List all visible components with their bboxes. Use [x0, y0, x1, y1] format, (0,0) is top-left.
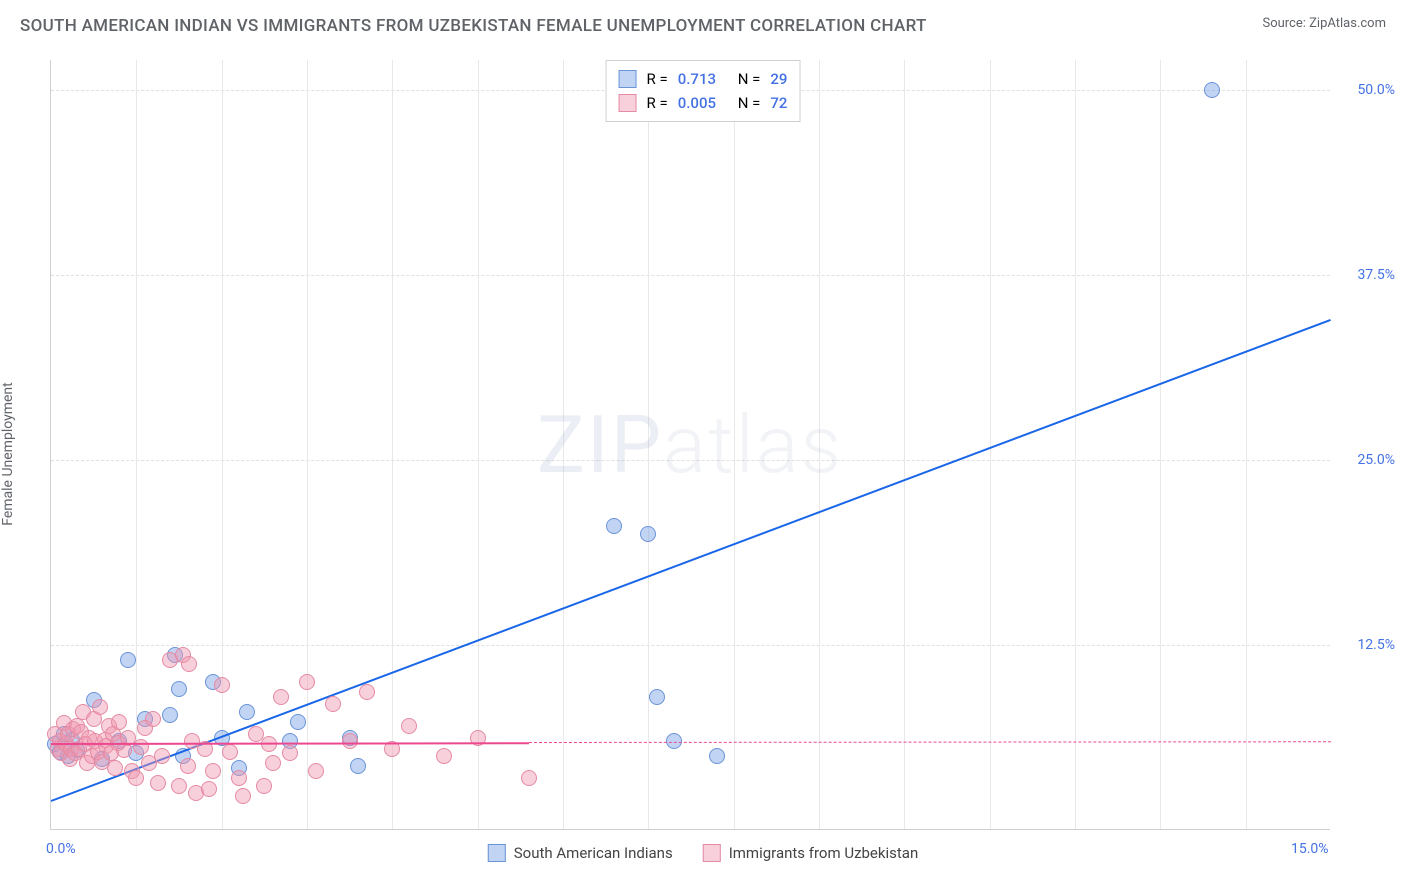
- scatter-point: [150, 775, 166, 791]
- gridline-v: [819, 60, 820, 829]
- legend-series-label: South American Indians: [514, 844, 673, 862]
- legend-stat-row: R = 0.005 N = 72: [619, 91, 788, 115]
- x-tick-label: 15.0%: [1291, 841, 1329, 857]
- source-link[interactable]: ZipAtlas.com: [1309, 16, 1386, 31]
- scatter-point: [359, 684, 375, 700]
- gridline-v: [734, 60, 735, 829]
- scatter-point: [171, 778, 187, 794]
- gridline-v: [563, 60, 564, 829]
- n-label: N =: [738, 67, 761, 91]
- legend-series-item: Immigrants from Uzbekistan: [703, 844, 919, 862]
- n-value: 29: [770, 67, 787, 91]
- x-tick-label: 0.0%: [46, 841, 76, 857]
- scatter-point: [120, 652, 136, 668]
- gridline-v: [307, 60, 308, 829]
- scatter-point: [128, 770, 144, 786]
- scatter-point: [436, 748, 452, 764]
- gridline-h: [51, 460, 1330, 461]
- scatter-point: [521, 770, 537, 786]
- scatter-point: [649, 689, 665, 705]
- scatter-point: [235, 788, 251, 804]
- gridline-h: [51, 645, 1330, 646]
- scatter-point: [107, 760, 123, 776]
- scatter-point: [154, 748, 170, 764]
- scatter-point: [201, 781, 217, 797]
- scatter-point: [308, 763, 324, 779]
- gridline-h: [51, 275, 1330, 276]
- n-value: 72: [770, 91, 787, 115]
- scatter-point: [231, 770, 247, 786]
- gridline-v: [392, 60, 393, 829]
- r-value: 0.005: [678, 91, 728, 115]
- correlation-legend: R = 0.713 N = 29 R = 0.005 N = 72: [606, 60, 801, 122]
- gridline-v: [648, 60, 649, 829]
- gridline-v: [904, 60, 905, 829]
- scatter-point: [401, 718, 417, 734]
- gridline-v: [222, 60, 223, 829]
- gridline-v: [478, 60, 479, 829]
- scatter-point: [325, 696, 341, 712]
- trend-line-extension: [529, 741, 1331, 743]
- scatter-point: [265, 755, 281, 771]
- y-tick-label: 37.5%: [1340, 267, 1395, 283]
- scatter-point: [299, 674, 315, 690]
- scatter-point: [92, 699, 108, 715]
- gridline-v: [1160, 60, 1161, 829]
- plot-area: 12.5%25.0%37.5%50.0%0.0%15.0%: [50, 60, 1330, 830]
- scatter-point: [222, 744, 238, 760]
- scatter-point: [282, 745, 298, 761]
- r-label: R =: [647, 91, 668, 115]
- scatter-point: [205, 763, 221, 779]
- scatter-point: [181, 656, 197, 672]
- gridline-v: [1246, 60, 1247, 829]
- legend-swatch: [619, 70, 637, 88]
- trend-line: [51, 742, 529, 745]
- scatter-point: [1204, 82, 1220, 98]
- scatter-point: [180, 758, 196, 774]
- scatter-point: [145, 711, 161, 727]
- gridline-v: [990, 60, 991, 829]
- scatter-point: [709, 748, 725, 764]
- scatter-point: [350, 758, 366, 774]
- scatter-point: [273, 689, 289, 705]
- scatter-point: [239, 704, 255, 720]
- y-tick-label: 25.0%: [1340, 452, 1395, 468]
- scatter-point: [214, 677, 230, 693]
- y-axis-label: Female Unemployment: [0, 382, 16, 526]
- source-attribution: Source: ZipAtlas.com: [1262, 16, 1386, 31]
- source-label: Source:: [1262, 16, 1309, 31]
- n-label: N =: [738, 91, 761, 115]
- scatter-point: [171, 681, 187, 697]
- r-value: 0.713: [678, 67, 728, 91]
- y-tick-label: 50.0%: [1340, 82, 1395, 98]
- scatter-point: [111, 714, 127, 730]
- legend-swatch: [488, 844, 506, 862]
- scatter-point: [342, 733, 358, 749]
- scatter-point: [162, 707, 178, 723]
- legend-series-label: Immigrants from Uzbekistan: [729, 844, 919, 862]
- r-label: R =: [647, 67, 668, 91]
- series-legend: South American Indians Immigrants from Uz…: [488, 844, 918, 862]
- legend-series-item: South American Indians: [488, 844, 673, 862]
- y-tick-label: 12.5%: [1340, 637, 1395, 653]
- scatter-point: [133, 739, 149, 755]
- trend-line: [51, 319, 1332, 802]
- scatter-point: [640, 526, 656, 542]
- scatter-point: [290, 714, 306, 730]
- legend-swatch: [703, 844, 721, 862]
- scatter-point: [256, 778, 272, 794]
- chart-title: SOUTH AMERICAN INDIAN VS IMMIGRANTS FROM…: [20, 16, 927, 36]
- gridline-v: [1075, 60, 1076, 829]
- legend-stat-row: R = 0.713 N = 29: [619, 67, 788, 91]
- legend-swatch: [619, 94, 637, 112]
- scatter-point: [606, 518, 622, 534]
